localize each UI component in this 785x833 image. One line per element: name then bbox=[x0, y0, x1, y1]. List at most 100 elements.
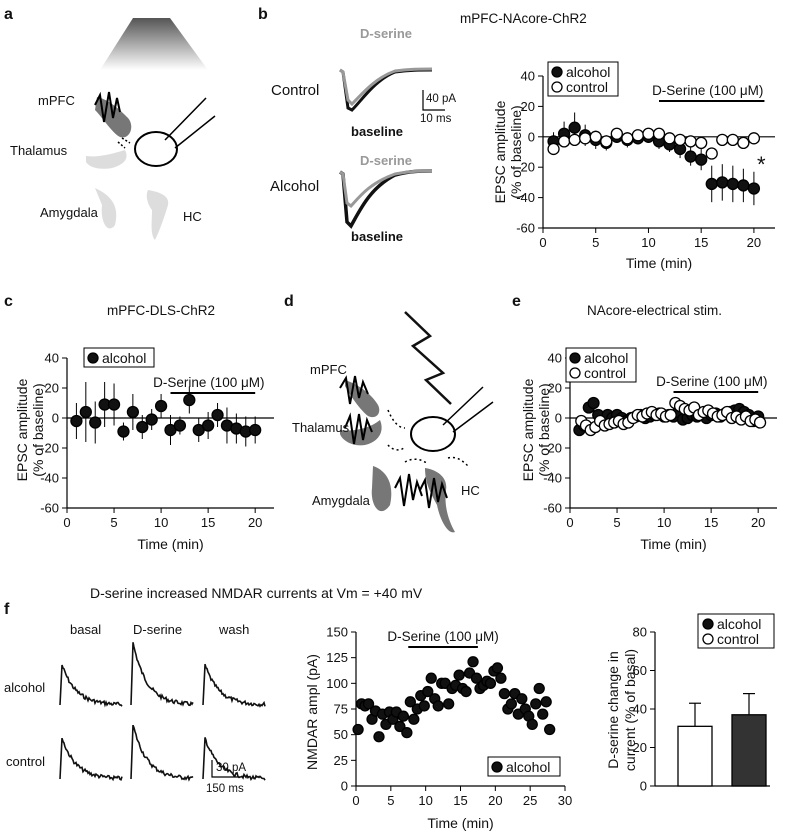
x-axis-label: Time (min) bbox=[137, 536, 203, 552]
data-point bbox=[526, 718, 538, 731]
legend-label: control bbox=[584, 365, 626, 381]
y-tick-label: 40 bbox=[633, 702, 647, 717]
drug-application-label: D-Serine (100 μM) bbox=[387, 629, 498, 644]
x-axis-label: Time (min) bbox=[626, 255, 692, 271]
hc-spike-train-d bbox=[419, 476, 448, 509]
region-label-hc-d: HC bbox=[461, 483, 480, 498]
nmdar-trace bbox=[202, 663, 266, 708]
data-point bbox=[753, 416, 767, 429]
data-point bbox=[537, 708, 549, 720]
x-tick-label: 5 bbox=[110, 515, 117, 530]
data-point bbox=[737, 179, 750, 192]
data-point bbox=[425, 672, 437, 684]
thalamus-spike-train-d bbox=[344, 412, 373, 445]
legend-label: control bbox=[566, 79, 608, 95]
x-tick-label: 10 bbox=[154, 515, 168, 530]
data-point bbox=[408, 713, 420, 725]
y-tick-label: -40 bbox=[516, 190, 535, 205]
data-point bbox=[579, 132, 592, 145]
y-tick-label: 50 bbox=[334, 727, 348, 742]
mpfc-spike-train bbox=[94, 91, 121, 123]
legend: alcohol bbox=[83, 347, 155, 368]
data-point bbox=[401, 726, 413, 739]
epsc-trace-alcohol-dserine bbox=[339, 169, 433, 209]
legend-marker bbox=[569, 352, 581, 364]
y-tick-label: 20 bbox=[633, 740, 647, 755]
bar-control bbox=[677, 725, 713, 787]
chart-e: 40 20 0 -20 -40 -60 0 5 10 15 20 Time (min) EPSC amp… bbox=[520, 347, 777, 552]
x-tick-label: 5 bbox=[592, 235, 599, 250]
mpfc-spike-train-d bbox=[339, 375, 369, 405]
y-tick-label: 40 bbox=[548, 351, 562, 366]
panel-b-label: b bbox=[258, 6, 268, 23]
panel-b: b mPFC-NAcore-ChR2 Control Alcohol D-ser… bbox=[258, 6, 587, 244]
data-point bbox=[544, 723, 556, 736]
region-label-thalamus: Thalamus bbox=[10, 143, 68, 158]
y-axis-label: EPSC amplitude(% of baseline) bbox=[14, 378, 46, 481]
trace-col-dserine: D-serine bbox=[133, 622, 182, 637]
trace-label-control: Control bbox=[271, 82, 319, 99]
nmdar-traces bbox=[59, 642, 266, 782]
data-point bbox=[540, 696, 552, 708]
scale-label-amp-f: 30 pA bbox=[216, 762, 246, 774]
data-point bbox=[145, 413, 158, 426]
data-point bbox=[183, 393, 196, 407]
y-tick-label: -60 bbox=[516, 221, 535, 236]
synapse-dots bbox=[117, 137, 131, 149]
data-point bbox=[432, 700, 444, 712]
data-point bbox=[89, 416, 102, 429]
trace-label-baseline-control: baseline bbox=[351, 124, 403, 139]
y-tick-label: -60 bbox=[40, 501, 59, 516]
y-tick-label: 20 bbox=[45, 381, 59, 396]
nmdar-trace bbox=[202, 737, 266, 781]
data-point bbox=[705, 147, 718, 160]
x-tick-label: 20 bbox=[747, 235, 761, 250]
x-tick-label: 15 bbox=[694, 235, 708, 250]
drug-application-label: D-Serine (100 μM) bbox=[656, 374, 767, 389]
region-label-amygdala-d: Amygdala bbox=[312, 493, 371, 508]
panel-c: c mPFC-DLS-ChR2 bbox=[4, 293, 215, 318]
data-point bbox=[394, 720, 406, 733]
panel-f-title: D-serine increased NMDAR currents at Vm … bbox=[90, 585, 423, 601]
data-point bbox=[716, 176, 729, 189]
x-tick-label: 0 bbox=[539, 235, 546, 250]
y-tick-label: 150 bbox=[326, 625, 348, 640]
data-point bbox=[211, 408, 224, 422]
scale-bar-b bbox=[422, 90, 445, 111]
nmdar-trace bbox=[59, 737, 123, 782]
x-tick-label: 25 bbox=[523, 793, 537, 808]
x-tick-label: 15 bbox=[704, 515, 718, 530]
legend-box bbox=[83, 347, 155, 368]
scale-bar-f bbox=[211, 760, 240, 778]
data-point bbox=[747, 132, 761, 145]
panel-f-label: f bbox=[4, 601, 10, 618]
panel-a: a mPFC Thalamus Amygdala HC bbox=[4, 6, 216, 240]
electrical-stim-bolt-outer bbox=[404, 311, 452, 405]
data-point bbox=[352, 723, 364, 736]
region-label-mpfc: mPFC bbox=[38, 93, 75, 108]
hc-shape bbox=[146, 190, 169, 240]
data-point bbox=[684, 135, 697, 148]
drug-application-label: D-Serine (100 μM) bbox=[153, 375, 264, 390]
y-tick-label: 0 bbox=[528, 129, 535, 144]
data-point bbox=[589, 130, 602, 143]
amygdala-spike-train-d bbox=[394, 473, 423, 507]
x-tick-label: 15 bbox=[453, 793, 467, 808]
data-point bbox=[631, 129, 645, 142]
data-point bbox=[373, 731, 385, 743]
recorded-neuron-d bbox=[410, 416, 456, 452]
light-beam bbox=[100, 18, 208, 70]
y-tick-label: -40 bbox=[40, 471, 59, 486]
data-point bbox=[726, 133, 739, 146]
data-point bbox=[484, 677, 497, 689]
data-point bbox=[249, 423, 262, 437]
data-point bbox=[453, 669, 465, 681]
y-tick-label: -60 bbox=[543, 501, 562, 516]
y-tick-label: 75 bbox=[334, 702, 348, 717]
data-point bbox=[498, 687, 511, 700]
data-point bbox=[642, 127, 655, 140]
x-axis-label: Time (min) bbox=[427, 815, 493, 831]
